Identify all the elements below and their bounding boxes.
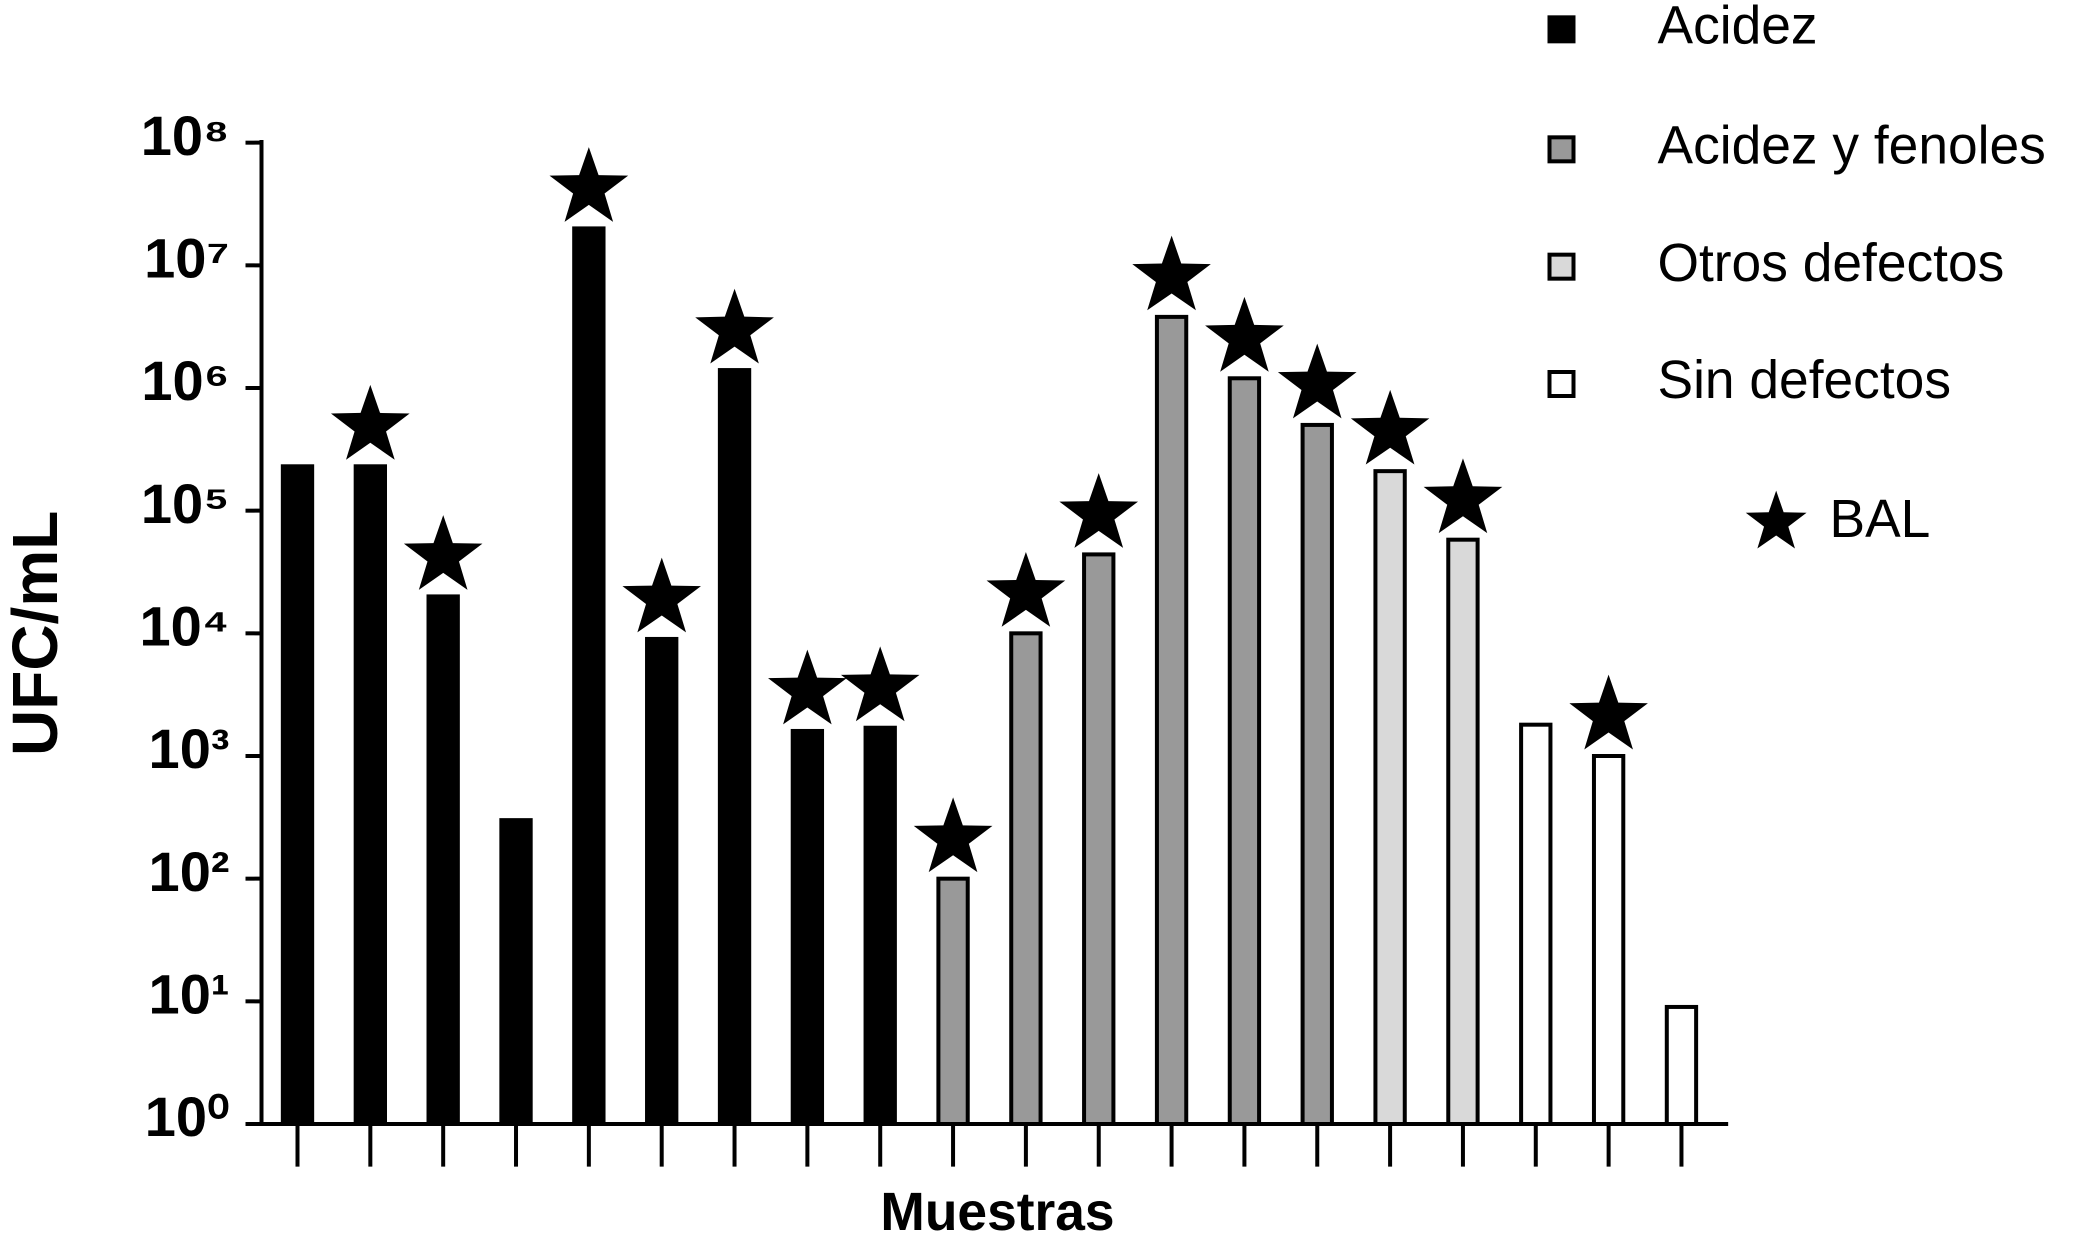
bal-star <box>1132 235 1211 311</box>
y-tick-label: 10⁴ <box>140 594 230 657</box>
bar <box>572 226 606 1126</box>
bal-star <box>695 288 774 364</box>
bar <box>426 594 460 1126</box>
y-tick-label: 10⁸ <box>141 104 230 167</box>
bar <box>936 876 970 1126</box>
bar <box>1446 537 1480 1126</box>
legend-swatch <box>1547 252 1576 281</box>
bal-star <box>403 515 483 590</box>
bal-star <box>913 797 993 873</box>
bal-star <box>840 646 920 722</box>
bar <box>863 725 897 1126</box>
bal-star <box>1569 674 1648 750</box>
bar <box>499 818 533 1127</box>
bar <box>645 636 679 1126</box>
x-axis-label: Muestras <box>880 1183 1114 1242</box>
bar <box>280 464 315 1126</box>
y-tick-label: 10⁵ <box>141 472 230 535</box>
bar <box>1519 722 1553 1127</box>
bal-star <box>768 649 847 725</box>
bal-star <box>330 384 410 460</box>
legend-swatch <box>1547 15 1576 44</box>
bar <box>1082 552 1116 1126</box>
y-tick-label: 10³ <box>149 717 230 780</box>
y-axis-label: UFC/mL <box>0 511 71 756</box>
y-tick-label: 10¹ <box>149 962 230 1025</box>
bar <box>790 728 825 1126</box>
legend-label: Sin defectos <box>1658 351 1952 410</box>
y-tick-label: 10² <box>149 840 230 903</box>
bar <box>1373 469 1407 1126</box>
bal-star <box>1205 296 1284 372</box>
bal-star <box>986 552 1066 627</box>
legend-label: BAL <box>1830 490 1931 549</box>
bar <box>717 368 752 1126</box>
bar <box>1591 754 1626 1126</box>
legend-star <box>1745 490 1807 549</box>
bar <box>353 464 388 1126</box>
bal-star <box>1350 389 1430 465</box>
y-tick-label: 10⁰ <box>145 1085 230 1148</box>
bal-star <box>549 147 629 222</box>
bal-star <box>1423 458 1503 534</box>
bar <box>1227 376 1262 1126</box>
bal-star <box>622 557 701 633</box>
bar <box>1154 314 1189 1126</box>
bal-star <box>1277 343 1357 419</box>
legend-label: Otros defectos <box>1658 234 2005 293</box>
bar <box>1664 1004 1699 1127</box>
legend-label: Acidez <box>1658 0 1818 55</box>
bal-star <box>1059 473 1139 548</box>
legend-swatch <box>1547 135 1576 164</box>
bar <box>1300 422 1334 1126</box>
y-tick-label: 10⁷ <box>144 226 229 289</box>
legend-label: Acidez y fenoles <box>1658 116 2046 175</box>
y-tick-label: 10⁶ <box>141 349 229 412</box>
legend-swatch <box>1547 370 1576 398</box>
bar <box>1009 631 1043 1126</box>
